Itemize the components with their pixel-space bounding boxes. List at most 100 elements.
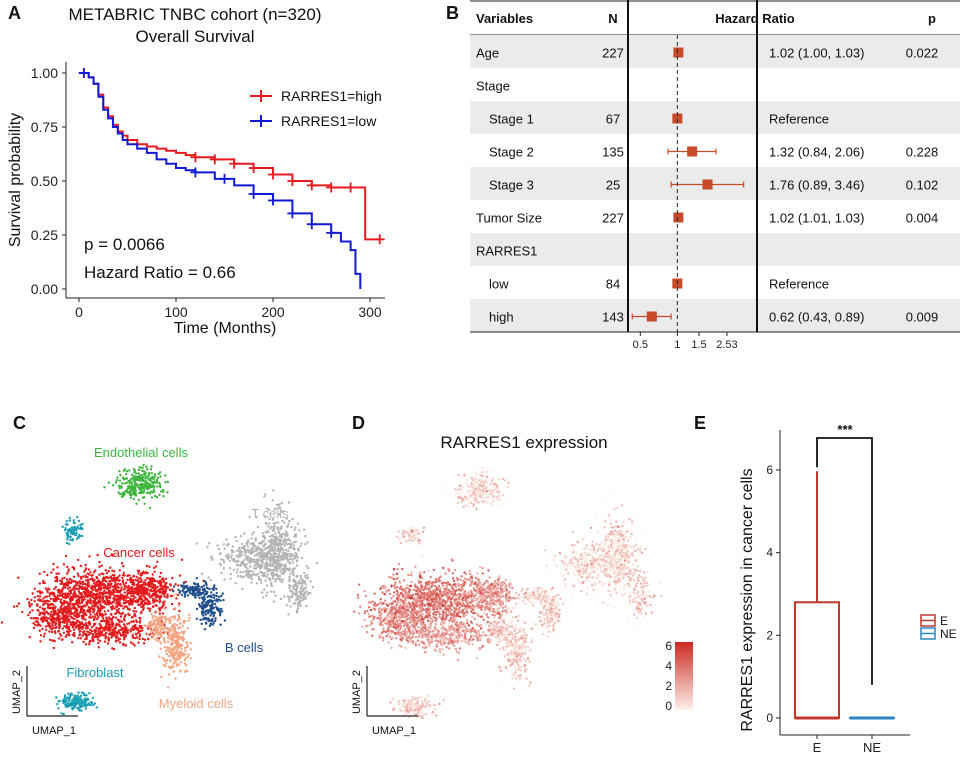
umap-point bbox=[203, 600, 206, 603]
umap-point bbox=[67, 607, 70, 610]
umap-point bbox=[26, 597, 29, 601]
umap-point bbox=[634, 549, 637, 553]
umap-point bbox=[63, 625, 66, 628]
umap-point bbox=[130, 477, 133, 480]
umap-point bbox=[158, 481, 161, 485]
umap-point bbox=[638, 547, 642, 551]
umap-point bbox=[74, 587, 78, 590]
umap-point bbox=[69, 590, 73, 594]
umap-point bbox=[64, 554, 68, 558]
umap-point bbox=[284, 541, 287, 544]
umap-point bbox=[617, 525, 620, 528]
umap-point bbox=[153, 485, 156, 488]
umap-point bbox=[595, 558, 598, 561]
umap-point bbox=[498, 494, 501, 498]
umap-point bbox=[494, 483, 497, 486]
umap-point bbox=[151, 481, 154, 485]
umap-point bbox=[249, 565, 252, 568]
umap-point bbox=[65, 630, 69, 633]
umap-point bbox=[614, 552, 617, 555]
umap-point bbox=[620, 549, 623, 552]
umap-point bbox=[173, 634, 176, 637]
umap-point bbox=[248, 573, 252, 576]
umap-point bbox=[637, 574, 641, 577]
umap-point bbox=[162, 578, 165, 582]
umap-point bbox=[126, 586, 129, 589]
forest-row-p: 0.228 bbox=[906, 145, 939, 160]
umap-point bbox=[84, 563, 87, 567]
umap-point bbox=[277, 559, 280, 563]
umap-point bbox=[294, 583, 297, 587]
umap-point bbox=[599, 570, 602, 573]
umap-point bbox=[78, 601, 81, 604]
umap-point bbox=[490, 479, 494, 482]
umap-point bbox=[118, 486, 121, 490]
forest-row-n: 25 bbox=[606, 178, 620, 193]
umap-point bbox=[194, 588, 197, 592]
umap-point bbox=[77, 574, 80, 577]
umap-point bbox=[285, 556, 289, 559]
umap-point bbox=[142, 606, 145, 610]
umap-point bbox=[131, 633, 134, 636]
umap-point bbox=[160, 606, 163, 609]
forest-point bbox=[673, 212, 684, 223]
umap-point bbox=[593, 561, 596, 565]
umap-point bbox=[122, 633, 125, 636]
umap-point bbox=[211, 601, 214, 605]
umap-point bbox=[133, 490, 137, 493]
umap-point bbox=[184, 593, 187, 596]
umap-point bbox=[41, 620, 45, 623]
umap-point bbox=[118, 479, 122, 482]
umap-point bbox=[88, 623, 92, 626]
umap-point bbox=[118, 637, 122, 641]
forest-row-label: Tumor Size bbox=[476, 211, 542, 226]
umap-point bbox=[97, 607, 100, 610]
umap-point bbox=[71, 588, 74, 591]
umap-point bbox=[295, 588, 298, 591]
umap-point bbox=[159, 618, 162, 622]
umap-point bbox=[254, 549, 257, 553]
umap-point bbox=[254, 573, 258, 577]
umap-point bbox=[606, 565, 609, 568]
umap-point bbox=[97, 641, 100, 645]
umap-point bbox=[622, 520, 626, 524]
umap-point bbox=[184, 653, 187, 656]
umap-point bbox=[83, 700, 87, 704]
umap-point bbox=[591, 540, 594, 544]
umap-point bbox=[102, 572, 105, 576]
umap-point bbox=[166, 686, 170, 689]
umap-point bbox=[250, 533, 254, 536]
umap-point bbox=[212, 596, 216, 600]
umap-point bbox=[204, 592, 208, 596]
umap-point bbox=[148, 565, 151, 568]
umap-point bbox=[151, 622, 154, 626]
umap-point bbox=[76, 581, 80, 585]
umap-point bbox=[631, 578, 634, 581]
umap-point bbox=[283, 537, 286, 541]
umap-point bbox=[140, 579, 143, 582]
umap-point bbox=[108, 595, 111, 599]
umap-point bbox=[463, 474, 466, 477]
umap-point bbox=[277, 528, 280, 532]
umap-point bbox=[234, 582, 237, 585]
umap-point bbox=[149, 607, 152, 610]
umap-point bbox=[153, 619, 156, 622]
umap-point bbox=[143, 601, 147, 604]
umap-point bbox=[278, 543, 281, 546]
umap-point bbox=[114, 616, 118, 619]
umap-point bbox=[301, 594, 305, 597]
umap-point bbox=[636, 547, 639, 551]
umap-point bbox=[168, 620, 171, 623]
umap-point bbox=[200, 572, 204, 576]
umap-point bbox=[61, 612, 64, 615]
umap-point bbox=[573, 560, 577, 563]
umap-point bbox=[474, 478, 478, 481]
umap-point bbox=[82, 702, 86, 706]
km-y-label: Survival probability bbox=[7, 113, 24, 247]
umap-point bbox=[184, 669, 187, 673]
umap-point bbox=[217, 609, 220, 613]
umap-point bbox=[619, 533, 622, 536]
umap-point bbox=[614, 524, 618, 528]
umap-point bbox=[143, 502, 146, 505]
umap-point bbox=[507, 481, 510, 484]
